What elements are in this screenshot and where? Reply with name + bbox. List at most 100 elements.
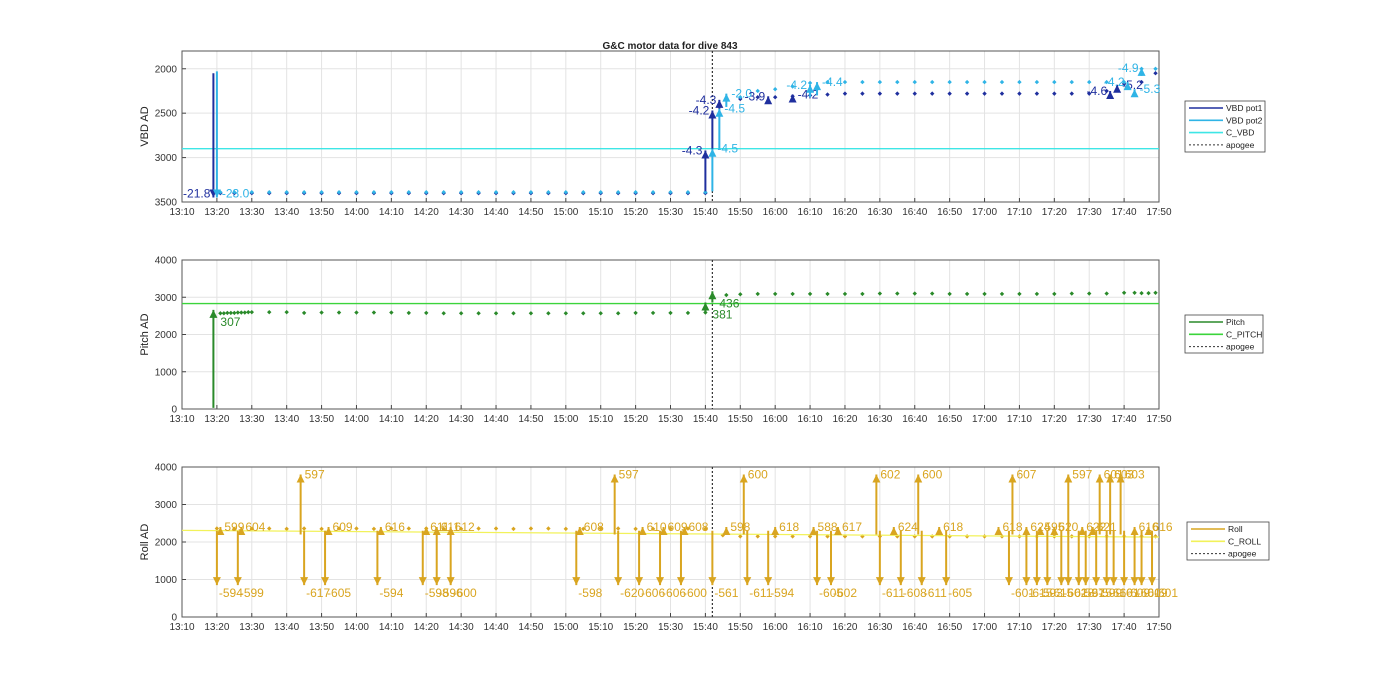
roll-lower-label: -609 — [1144, 586, 1168, 600]
roll-down-arrow-head — [942, 577, 951, 586]
series-vbd-pot2-point — [581, 190, 586, 195]
series-pitch-point — [228, 310, 234, 316]
roll-upper-label: 597 — [305, 468, 325, 482]
roll-down-arrow-head — [875, 577, 884, 586]
x-tick-label: 17:50 — [1146, 622, 1171, 633]
series-vbd-pot2-point — [267, 190, 272, 195]
series-vbd-pot2-point — [598, 190, 603, 195]
series-vbd-pot2-point — [895, 79, 900, 85]
x-tick-label: 17:40 — [1112, 414, 1137, 425]
x-tick-label: 13:50 — [309, 622, 334, 633]
x-tick-label: 17:00 — [972, 622, 997, 633]
x-tick-label: 13:50 — [309, 207, 334, 218]
roll-up-arrow-head — [722, 527, 731, 535]
roll-lower-label: -598 — [578, 586, 602, 600]
legend-label: apogee — [1228, 549, 1257, 559]
roll-down-arrow-head — [572, 577, 581, 586]
roll-lower-label: -611 — [924, 586, 947, 600]
x-tick-label: 13:30 — [239, 414, 264, 425]
roll-up-arrow-head — [833, 527, 842, 535]
roll-lower-label: -601 — [1116, 586, 1140, 600]
roll-up-arrow-head — [324, 527, 333, 535]
y-tick-label: 0 — [171, 405, 177, 416]
series-pitch-point — [581, 311, 586, 316]
roll-down-arrow-head — [1137, 577, 1146, 586]
x-tick-label: 13:30 — [239, 207, 264, 218]
roll-upper-label: 608 — [688, 520, 708, 534]
roll-down-arrow-head — [656, 577, 665, 586]
x-tick-label: 14:40 — [484, 414, 509, 425]
series-pitch-point — [284, 309, 289, 315]
x-tick-label: 17:50 — [1146, 414, 1171, 425]
roll-lower-label: -601 — [1137, 586, 1161, 600]
roll-up-arrow-head — [610, 474, 619, 483]
event-arrow-head — [1113, 84, 1122, 93]
x-tick-label: 14:10 — [379, 414, 404, 425]
event-arrow-head — [1106, 90, 1115, 99]
event-label: -4.6 — [1086, 84, 1107, 98]
x-tick-label: 13:30 — [239, 622, 264, 633]
roll-lower-label: -608 — [903, 586, 927, 600]
series-pitch-point — [1121, 290, 1127, 295]
roll-down-arrow-head — [896, 577, 905, 586]
event-label: -4.2 — [1104, 75, 1125, 89]
roll-up-arrow-head — [1116, 474, 1125, 483]
roll-up-arrow-head — [914, 474, 923, 483]
series-pitch-point — [685, 310, 691, 316]
roll-up-arrow-head — [809, 527, 818, 535]
x-tick-label: 13:10 — [169, 414, 194, 425]
x-tick-label: 17:10 — [1007, 622, 1032, 633]
series-vbd-pot1-point — [1104, 88, 1109, 94]
legend-label: C_ROLL — [1228, 536, 1261, 546]
roll-up-arrow-head — [889, 527, 898, 535]
series-vbd-pot2-point — [650, 190, 656, 195]
y-tick-label: 2000 — [155, 538, 178, 549]
series-vbd-pot1-point — [912, 91, 917, 96]
series-vbd-pot2-point — [982, 79, 987, 85]
series-vbd-pot2-point — [999, 79, 1005, 85]
x-tick-label: 17:10 — [1007, 207, 1032, 218]
y-tick-label: 1000 — [155, 367, 178, 378]
series-vbd-pot2-point — [964, 79, 970, 85]
roll-down-arrow-head — [300, 577, 309, 586]
series-vbd-pot2-point — [929, 79, 935, 85]
roll-down-arrow-head — [446, 577, 455, 586]
x-tick-label: 16:00 — [763, 622, 788, 633]
series-roll-point — [371, 526, 377, 532]
series-pitch-point — [246, 309, 251, 315]
series-pitch-point — [239, 310, 244, 315]
series-pitch-point — [790, 291, 795, 297]
series-pitch-point — [964, 291, 970, 297]
legend-label: apogee — [1226, 140, 1255, 150]
roll-down-arrow-head — [1109, 577, 1118, 586]
series-vbd-pot2-point — [1121, 79, 1127, 85]
series-vbd-pot2-point — [685, 190, 691, 195]
series-roll-point — [406, 526, 412, 531]
x-tick-label: 17:30 — [1077, 414, 1102, 425]
roll-lower-label: -611 — [749, 586, 772, 600]
roll-up-arrow-head — [575, 527, 584, 535]
roll-lower-label: -615 — [1028, 586, 1052, 600]
series-pitch-point — [354, 310, 359, 315]
series-vbd-pot2-point — [441, 190, 446, 195]
x-tick-label: 15:10 — [588, 622, 613, 633]
roll-down-arrow-head — [764, 577, 773, 586]
roll-lower-label: -611 — [882, 586, 905, 600]
series-roll-point — [214, 526, 220, 531]
legend-label: VBD pot1 — [1226, 103, 1263, 113]
series-vbd-pot2-point — [406, 190, 412, 195]
roll-lower-label: -599 — [1098, 586, 1122, 600]
x-tick-label: 14:00 — [344, 622, 369, 633]
series-roll-point — [772, 534, 778, 539]
series-pitch-point — [877, 291, 883, 296]
series-vbd-pot1-point — [755, 94, 760, 100]
x-tick-label: 14:10 — [379, 207, 404, 218]
x-tick-label: 17:50 — [1146, 207, 1171, 218]
y-axis-label: Pitch AD — [139, 313, 151, 355]
roll-upper-label: 616 — [385, 520, 405, 534]
series-roll-point — [441, 526, 446, 532]
x-tick-label: 13:50 — [309, 414, 334, 425]
series-pitch-point — [235, 310, 241, 315]
series-roll-point — [476, 526, 481, 531]
roll-down-arrow-head — [676, 577, 685, 586]
